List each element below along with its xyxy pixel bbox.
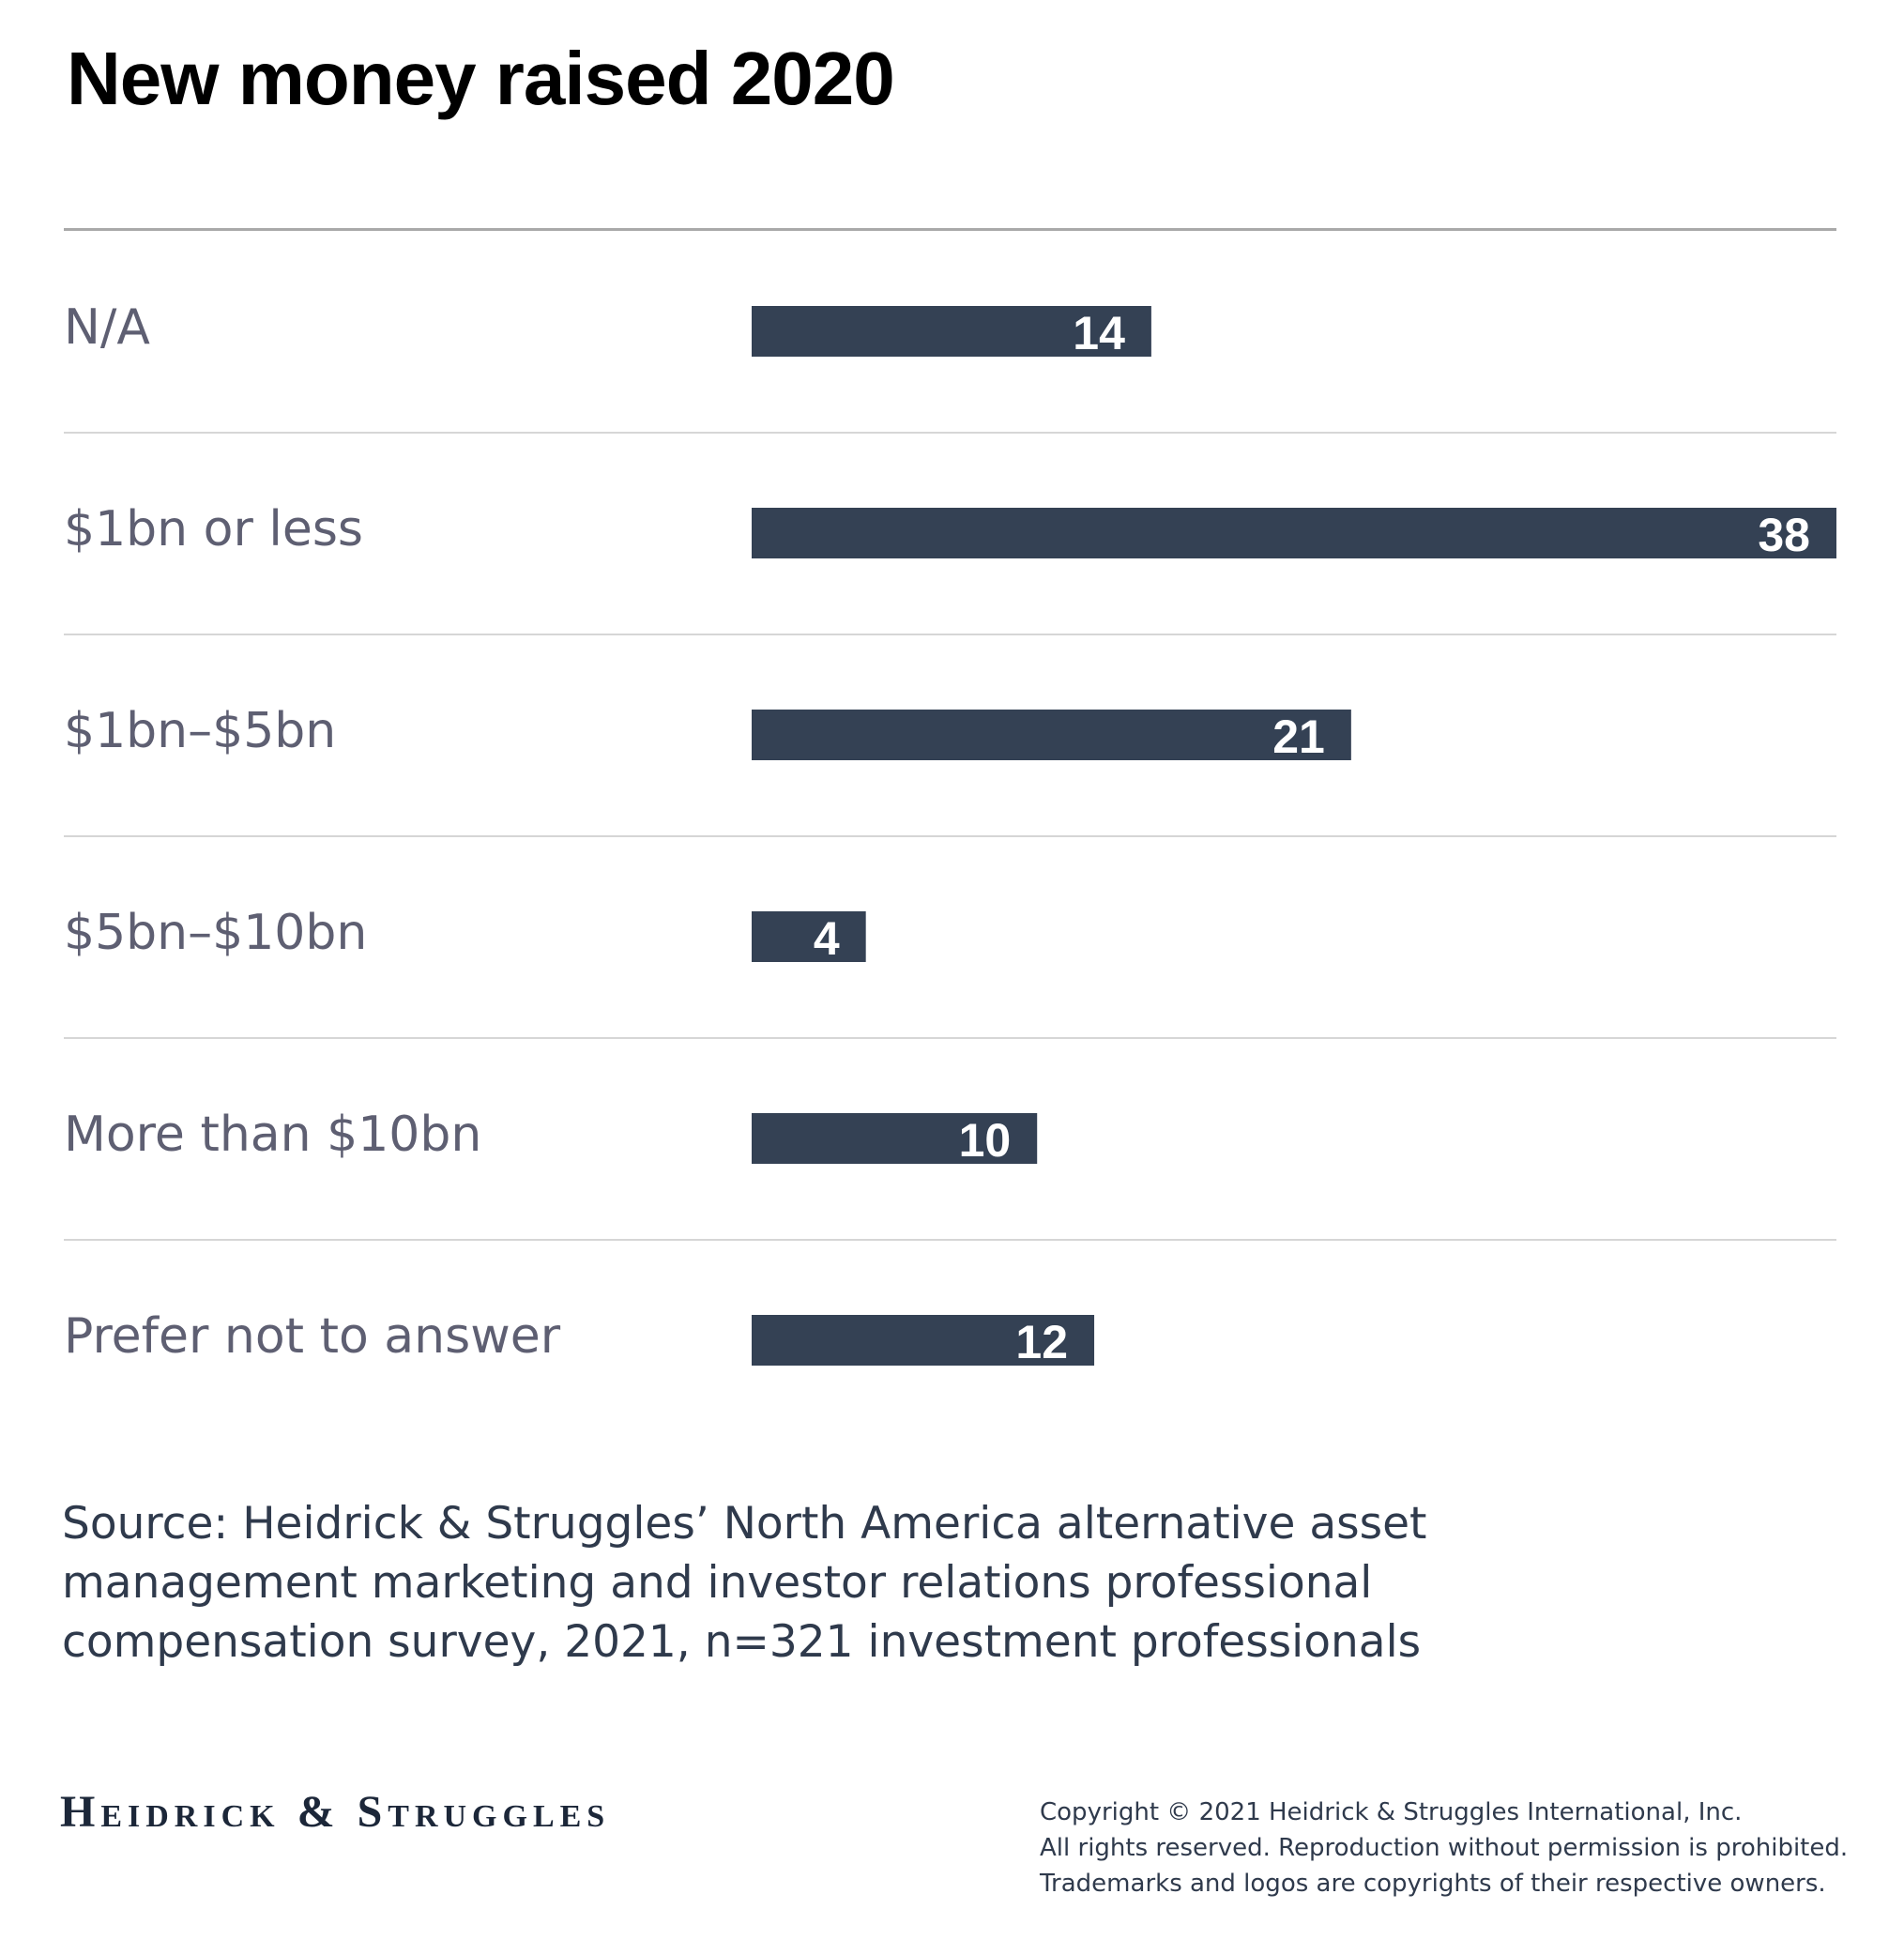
value-label-1bn-5bn: 21 [1272, 710, 1325, 763]
row-separator [64, 835, 1836, 837]
source-line-3: compensation survey, 2021, n=321 investm… [62, 1616, 1422, 1668]
value-label-5bn-10bn: 4 [814, 912, 840, 965]
copyright-line-2: All rights reserved. Reproduction withou… [1040, 1834, 1849, 1862]
top-divider [64, 228, 1836, 231]
row-separator [64, 432, 1836, 434]
category-label-n-a: N/A [64, 299, 150, 356]
copyright-notice: Copyright © 2021 Heidrick & Struggles In… [1040, 1795, 1848, 1902]
copyright-line-3: Trademarks and logos are copyrights of t… [1040, 1870, 1826, 1898]
bar-5bn-10bn [752, 911, 866, 962]
row-separator [64, 1239, 1836, 1241]
row-separator [64, 1037, 1836, 1039]
bar-chart: N/A 14 $1bn or less 38 $1bn–$5bn 21 $5bn–$10bn… [64, 299, 1836, 1368]
bar-n-a [752, 306, 1151, 357]
value-label-n-a: 14 [1073, 307, 1125, 359]
value-label-prefer-not-to-answer: 12 [1015, 1316, 1068, 1368]
value-label-more-than-10bn: 10 [959, 1114, 1012, 1167]
chart-title: New money raised 2020 [67, 37, 895, 120]
heidrick-struggles-logo: Heidrick & Struggles [60, 1787, 611, 1837]
row-separator [64, 634, 1836, 635]
category-label-1bn-or-less: $1bn or less [64, 501, 363, 557]
bar-1bn-5bn [752, 710, 1351, 760]
value-label-1bn-or-less: 38 [1758, 509, 1810, 561]
bar-1bn-or-less [752, 508, 1836, 558]
category-label-more-than-10bn: More than $10bn [64, 1107, 481, 1163]
bar-more-than-10bn [752, 1113, 1038, 1164]
bar-prefer-not-to-answer [752, 1315, 1095, 1366]
category-label-1bn-5bn: $1bn–$5bn [64, 703, 336, 759]
source-line-1: Source: Heidrick & Struggles’ North Amer… [62, 1498, 1427, 1550]
category-label-prefer-not-to-answer: Prefer not to answer [64, 1308, 561, 1365]
category-label-5bn-10bn: $5bn–$10bn [64, 905, 367, 961]
source-line-2: management marketing and investor relati… [62, 1557, 1373, 1609]
copyright-line-1: Copyright © 2021 Heidrick & Struggles In… [1040, 1798, 1743, 1826]
source-note: Source: Heidrick & Struggles’ North Amer… [62, 1494, 1470, 1672]
